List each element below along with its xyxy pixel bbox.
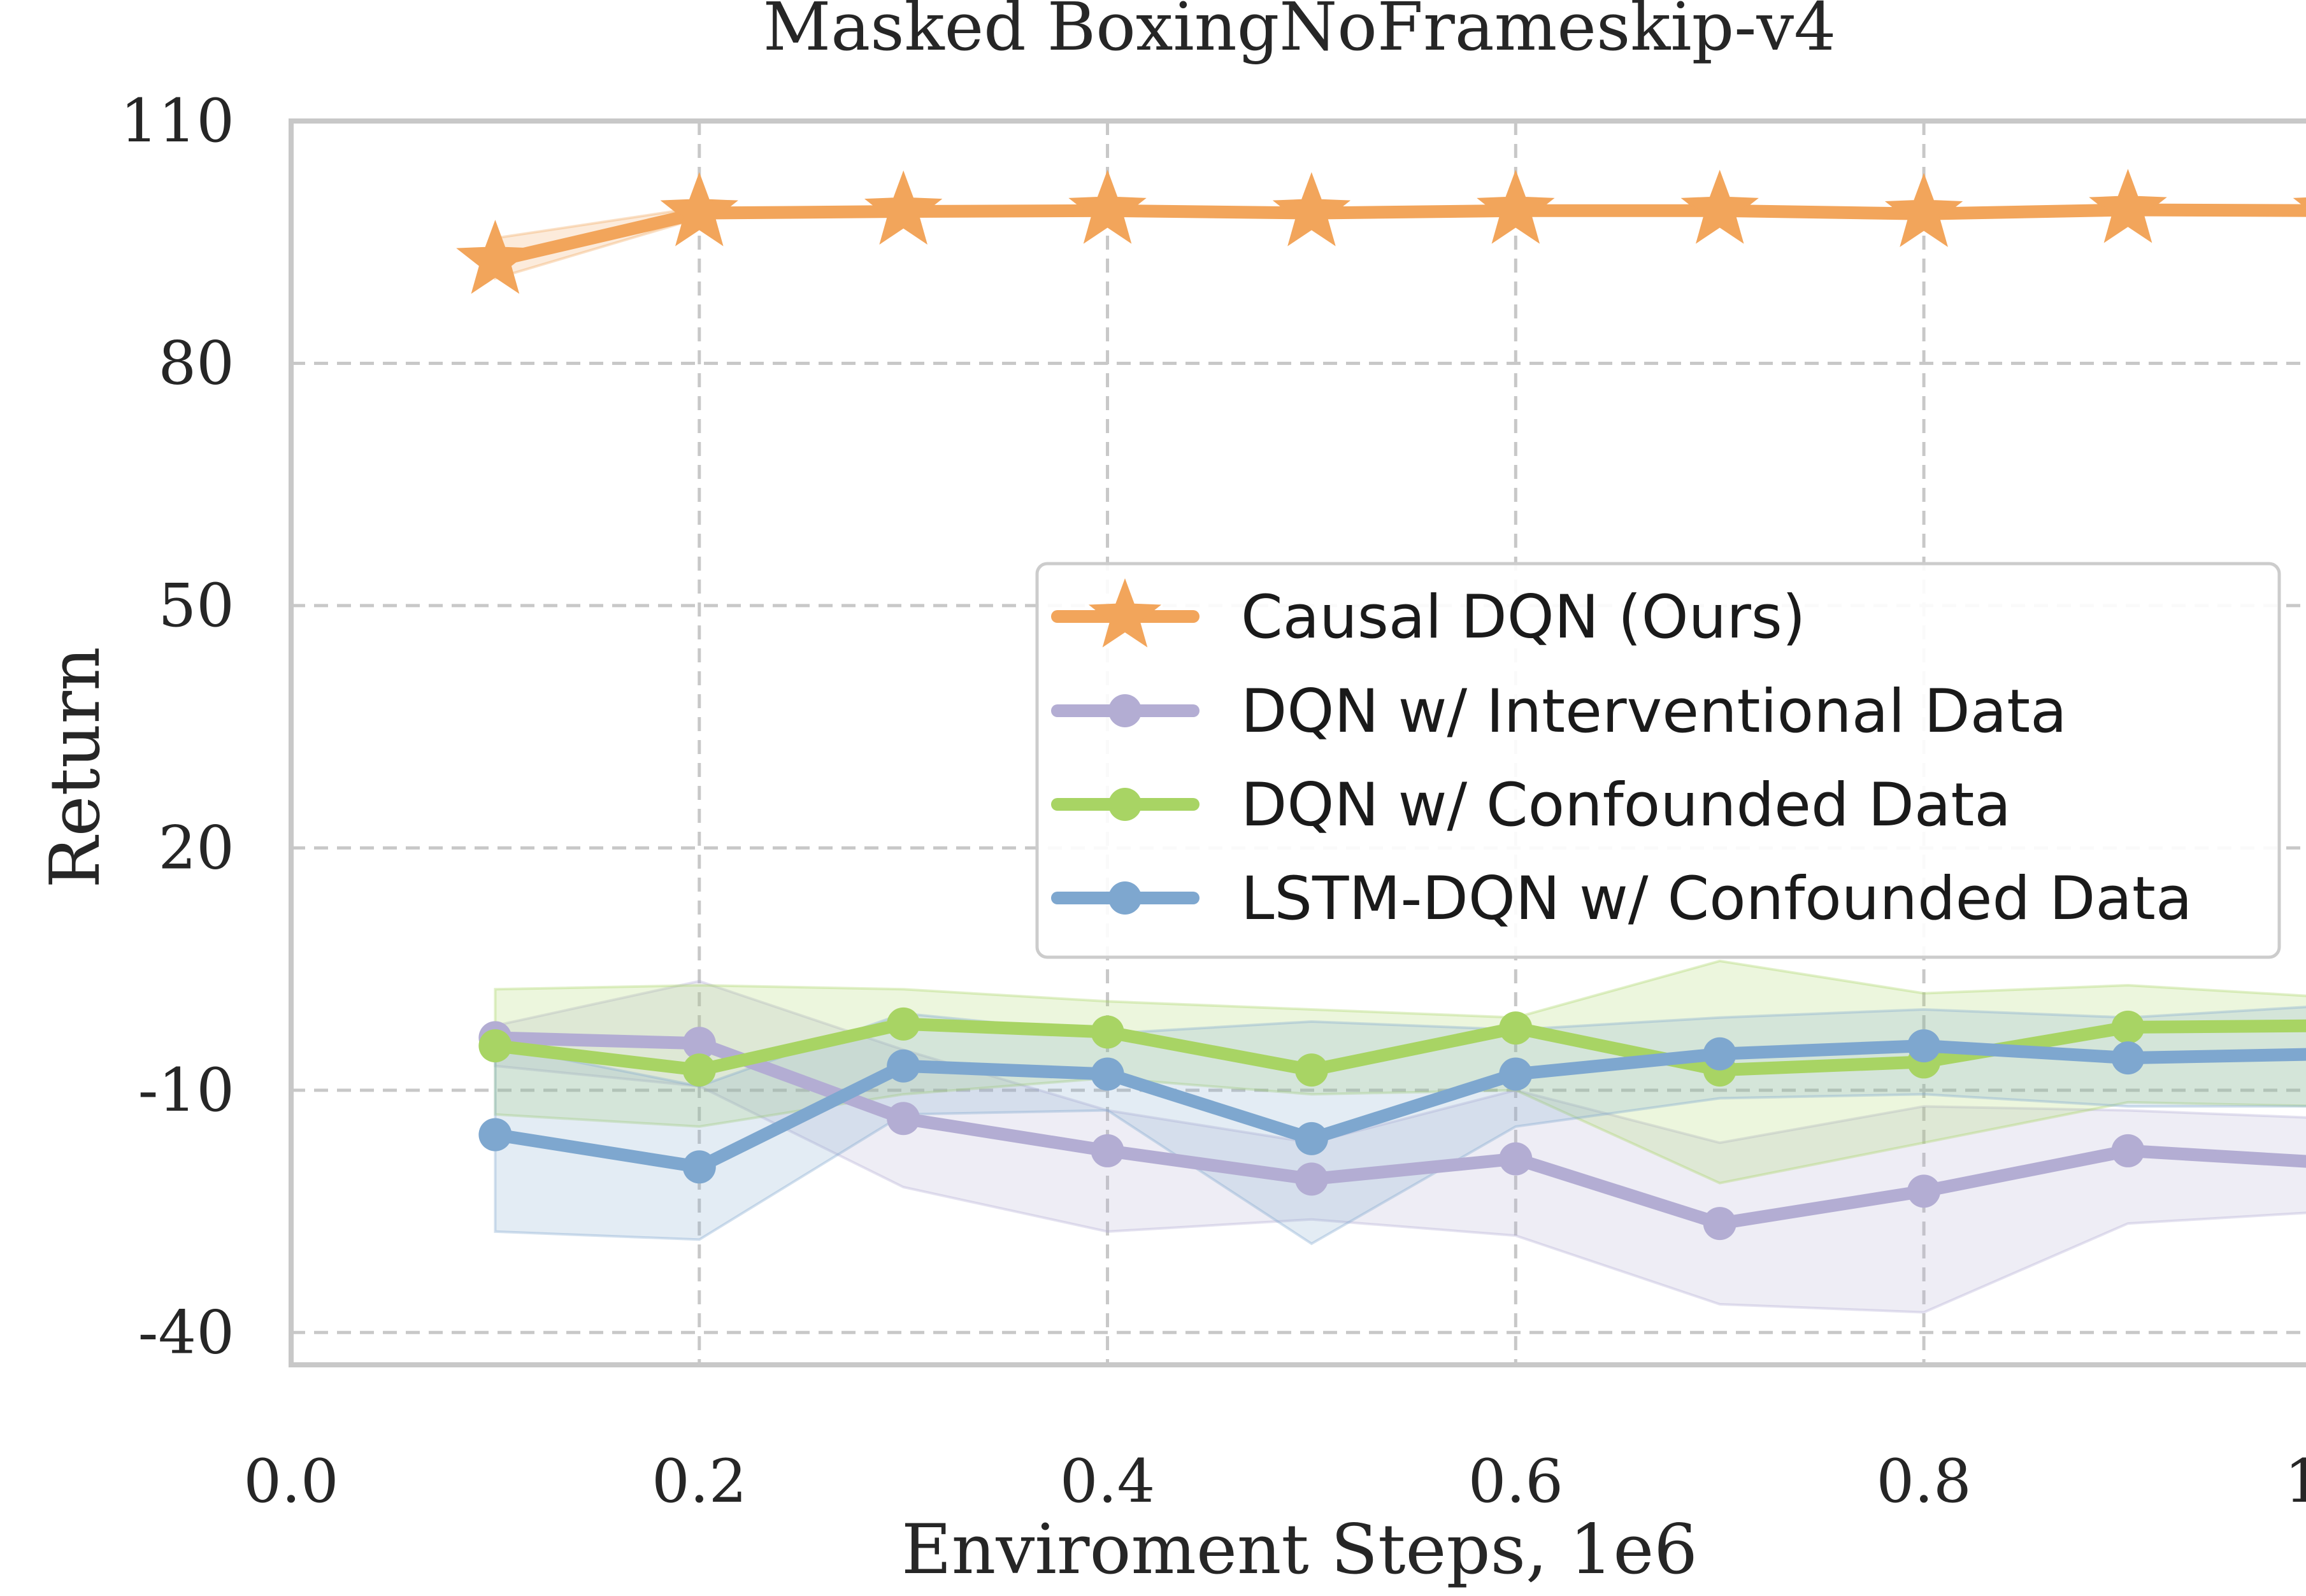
data-point bbox=[1703, 1037, 1737, 1071]
data-point bbox=[1068, 169, 1147, 244]
legend-label: Causal DQN (Ours) bbox=[1241, 583, 1805, 652]
data-point bbox=[1294, 1053, 1328, 1087]
x-tick-labels: 0.0 0.2 0.4 0.6 0.8 1.0 bbox=[243, 1447, 2306, 1516]
data-point bbox=[2111, 1010, 2145, 1044]
data-point bbox=[2293, 197, 2306, 208]
x-tick-label: 1.0 bbox=[2284, 1447, 2306, 1516]
data-point bbox=[1499, 1142, 1533, 1176]
y-axis-label: Return bbox=[36, 646, 115, 888]
data-point bbox=[1907, 1174, 1941, 1208]
x-tick-label: 0.4 bbox=[1060, 1447, 1156, 1516]
legend-marker bbox=[1088, 578, 1162, 648]
legend-marker bbox=[1108, 788, 1142, 821]
data-point bbox=[1091, 1015, 1124, 1049]
y-tick-label: 110 bbox=[120, 87, 234, 156]
y-tick-label: -40 bbox=[138, 1298, 234, 1367]
data-point bbox=[682, 1150, 716, 1184]
chart-title: Masked BoxingNoFrameskip-v4 bbox=[763, 0, 1837, 66]
data-point bbox=[1907, 1029, 1941, 1063]
series-line bbox=[489, 1017, 2306, 1077]
data-point bbox=[682, 1053, 716, 1087]
data-point bbox=[1477, 169, 1555, 244]
data-point bbox=[887, 1049, 920, 1083]
data-point bbox=[887, 1102, 920, 1136]
data-point bbox=[1294, 1162, 1328, 1196]
series-markers bbox=[456, 169, 2306, 1241]
data-point bbox=[864, 170, 943, 245]
x-tick-label: 0.2 bbox=[652, 1447, 747, 1516]
x-tick-label: 0.0 bbox=[243, 1447, 339, 1516]
data-point bbox=[1091, 1057, 1124, 1091]
series-line bbox=[489, 1031, 2306, 1230]
x-tick-label: 0.6 bbox=[1468, 1447, 1564, 1516]
data-point bbox=[1272, 172, 1351, 246]
y-tick-label: 50 bbox=[158, 571, 234, 641]
data-point bbox=[2111, 1134, 2145, 1167]
y-tick-label: 20 bbox=[158, 813, 234, 883]
data-point bbox=[887, 1007, 920, 1041]
series-line bbox=[489, 203, 2306, 267]
legend-label: DQN w/ Interventional Data bbox=[1241, 677, 2067, 746]
plot-frame bbox=[289, 118, 2306, 1367]
legend-marker bbox=[1108, 694, 1142, 727]
data-point bbox=[1884, 173, 1963, 247]
legend: Causal DQN (Ours) DQN w/ Interventional D… bbox=[1035, 562, 2281, 959]
data-point bbox=[660, 172, 738, 246]
data-point bbox=[1294, 1122, 1328, 1155]
data-point bbox=[1499, 1011, 1533, 1045]
confidence-band bbox=[494, 959, 2306, 1185]
data-point bbox=[2111, 1041, 2145, 1075]
data-point bbox=[1499, 1057, 1533, 1091]
y-tick-label: -10 bbox=[138, 1056, 234, 1125]
data-point bbox=[1091, 1134, 1124, 1167]
series-lines bbox=[489, 203, 2306, 1230]
data-point bbox=[456, 220, 534, 294]
data-point bbox=[478, 1118, 512, 1151]
data-point bbox=[682, 1027, 716, 1060]
legend-marker bbox=[1108, 881, 1142, 915]
legend-label: DQN w/ Confounded Data bbox=[1241, 771, 2011, 840]
x-tick-label: 0.8 bbox=[1876, 1447, 1972, 1516]
data-point bbox=[478, 1029, 512, 1063]
legend-label: LSTM-DQN w/ Confounded Data bbox=[1241, 864, 2192, 934]
legend-box bbox=[1035, 562, 2281, 959]
data-point bbox=[1703, 1207, 1737, 1241]
x-axis-label: Enviroment Steps, 1e6 bbox=[901, 1510, 1698, 1590]
series-line bbox=[489, 1039, 2306, 1174]
y-tick-labels: -40 -10 20 50 80 110 bbox=[120, 87, 234, 1367]
data-point bbox=[1680, 169, 1759, 244]
data-point bbox=[2089, 169, 2167, 243]
y-tick-label: 80 bbox=[158, 329, 234, 398]
